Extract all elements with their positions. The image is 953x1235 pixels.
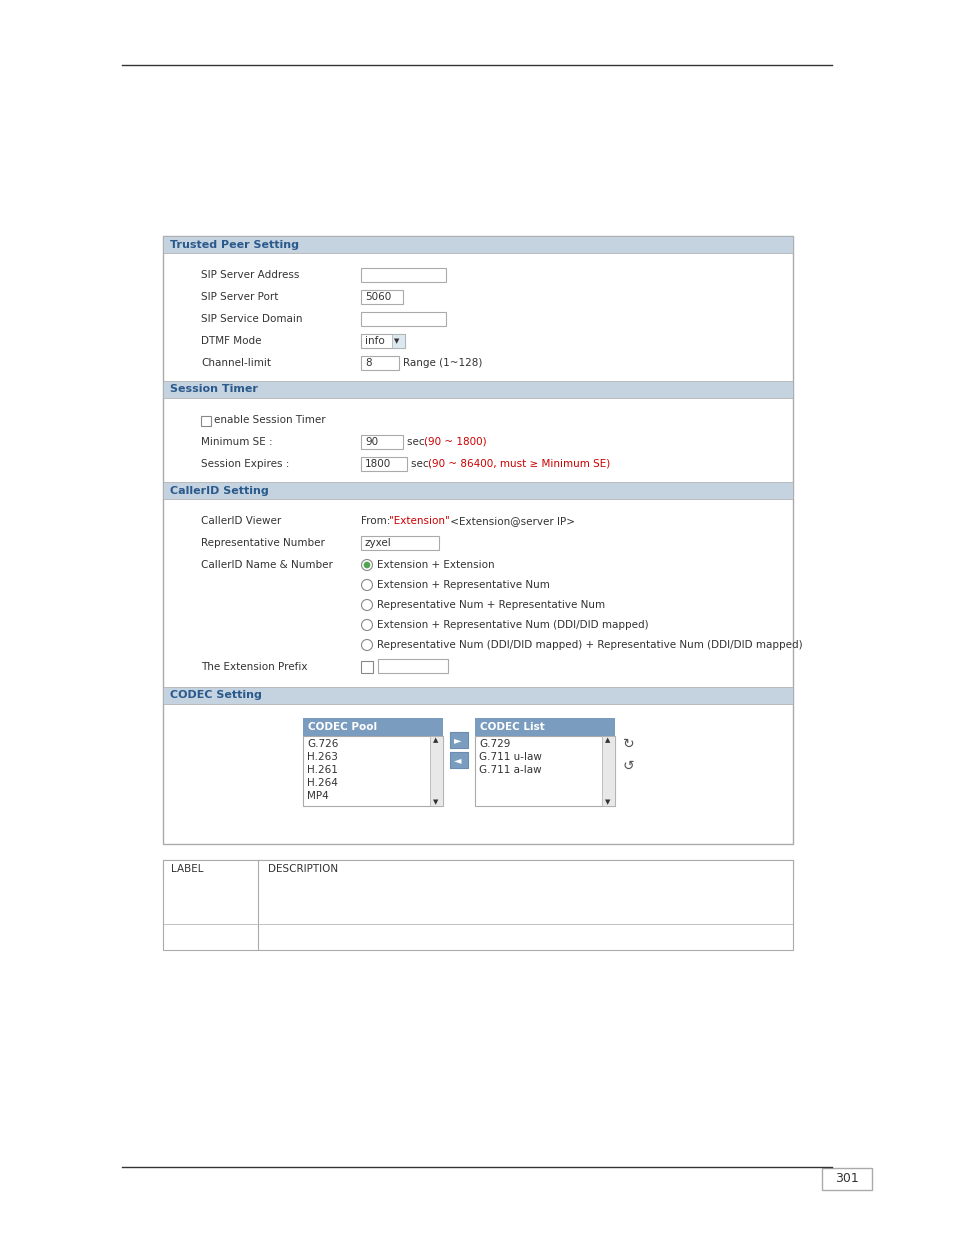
Text: sec.: sec.	[411, 459, 435, 469]
Circle shape	[361, 599, 372, 610]
Text: The Extension Prefix: The Extension Prefix	[201, 662, 307, 672]
Bar	[163, 860, 792, 878]
Text: ↺: ↺	[622, 760, 634, 773]
Text: MP4: MP4	[307, 790, 329, 802]
Bar	[360, 312, 446, 326]
Text: SIP Service Domain: SIP Service Domain	[201, 314, 302, 324]
Bar	[303, 736, 442, 806]
Text: ►: ►	[454, 735, 461, 745]
Circle shape	[361, 559, 372, 571]
Text: DTMF Mode: DTMF Mode	[201, 336, 261, 346]
Text: CallerID Setting: CallerID Setting	[170, 485, 269, 495]
Circle shape	[364, 562, 370, 568]
Text: Extension + Representative Num: Extension + Representative Num	[376, 580, 549, 590]
Text: SIP Server Address: SIP Server Address	[201, 270, 299, 280]
Text: SIP Server Port: SIP Server Port	[201, 291, 278, 303]
Text: H.263: H.263	[307, 752, 337, 762]
Bar	[360, 333, 405, 348]
Text: Minimum SE :: Minimum SE :	[201, 437, 273, 447]
Text: ↻: ↻	[622, 737, 634, 751]
Bar	[821, 1168, 871, 1191]
Bar	[163, 482, 792, 499]
Text: Session Timer: Session Timer	[170, 384, 257, 394]
Text: Representative Num (DDI/DID mapped) + Representative Num (DDI/DID mapped): Representative Num (DDI/DID mapped) + Re…	[376, 640, 801, 650]
Bar	[360, 290, 402, 304]
Bar	[163, 860, 792, 950]
Text: G.726: G.726	[307, 739, 338, 748]
Text: Session Expires :: Session Expires :	[201, 459, 289, 469]
Bar	[360, 661, 373, 673]
Text: ▼: ▼	[433, 799, 438, 805]
Text: Extension + Representative Num (DDI/DID mapped): Extension + Representative Num (DDI/DID …	[376, 620, 648, 630]
Text: CallerID Viewer: CallerID Viewer	[201, 516, 281, 526]
Text: Range (1~128): Range (1~128)	[402, 358, 482, 368]
Bar	[303, 718, 442, 736]
Bar	[475, 736, 615, 806]
Bar	[163, 382, 792, 398]
Text: CODEC Setting: CODEC Setting	[170, 690, 262, 700]
Text: info: info	[365, 336, 384, 346]
Bar	[601, 736, 615, 806]
Text: ▲: ▲	[433, 737, 438, 743]
Text: G.711 u-law: G.711 u-law	[478, 752, 541, 762]
Text: (90 ~ 86400, must ≥ Minimum SE): (90 ~ 86400, must ≥ Minimum SE)	[428, 459, 610, 469]
Text: LABEL: LABEL	[171, 864, 203, 874]
Text: "Extension": "Extension"	[389, 516, 449, 526]
Bar	[377, 659, 448, 673]
Bar	[163, 236, 792, 844]
Text: From:: From:	[360, 516, 394, 526]
Bar	[450, 752, 468, 768]
Text: Trusted Peer Setting: Trusted Peer Setting	[170, 240, 298, 249]
Text: enable Session Timer: enable Session Timer	[213, 415, 325, 425]
Text: 1800: 1800	[365, 459, 391, 469]
Text: DESCRIPTION: DESCRIPTION	[268, 864, 337, 874]
Bar	[360, 435, 402, 450]
Text: CODEC Pool: CODEC Pool	[308, 722, 376, 732]
Text: CODEC List: CODEC List	[479, 722, 544, 732]
Text: Representative Number: Representative Number	[201, 538, 325, 548]
Bar	[163, 236, 792, 253]
Text: sec.: sec.	[407, 437, 431, 447]
Bar	[163, 687, 792, 704]
Bar	[392, 333, 405, 348]
Circle shape	[361, 620, 372, 631]
Text: H.261: H.261	[307, 764, 337, 776]
Text: H.264: H.264	[307, 778, 337, 788]
Bar	[360, 536, 438, 550]
Text: 5060: 5060	[365, 291, 391, 303]
Text: ▼: ▼	[604, 799, 610, 805]
Text: 90: 90	[365, 437, 377, 447]
Text: G.711 a-law: G.711 a-law	[478, 764, 541, 776]
Bar	[360, 268, 446, 282]
Circle shape	[361, 579, 372, 590]
Bar	[360, 457, 407, 471]
Text: ▲: ▲	[604, 737, 610, 743]
Text: Channel-limit: Channel-limit	[201, 358, 271, 368]
Bar	[430, 736, 442, 806]
Text: <Extension@server IP>: <Extension@server IP>	[447, 516, 575, 526]
Bar	[201, 416, 211, 426]
Text: G.729: G.729	[478, 739, 510, 748]
Text: (90 ~ 1800): (90 ~ 1800)	[423, 437, 486, 447]
Text: 8: 8	[365, 358, 372, 368]
Text: 301: 301	[834, 1172, 858, 1186]
Circle shape	[361, 640, 372, 651]
Text: ◄: ◄	[454, 755, 461, 764]
Text: ▼: ▼	[394, 338, 399, 345]
Bar	[450, 732, 468, 748]
Bar	[360, 356, 398, 370]
Text: Extension + Extension: Extension + Extension	[376, 559, 494, 571]
Bar	[475, 718, 615, 736]
Text: CallerID Name & Number: CallerID Name & Number	[201, 559, 333, 571]
Text: zyxel: zyxel	[365, 538, 392, 548]
Text: Representative Num + Representative Num: Representative Num + Representative Num	[376, 600, 604, 610]
